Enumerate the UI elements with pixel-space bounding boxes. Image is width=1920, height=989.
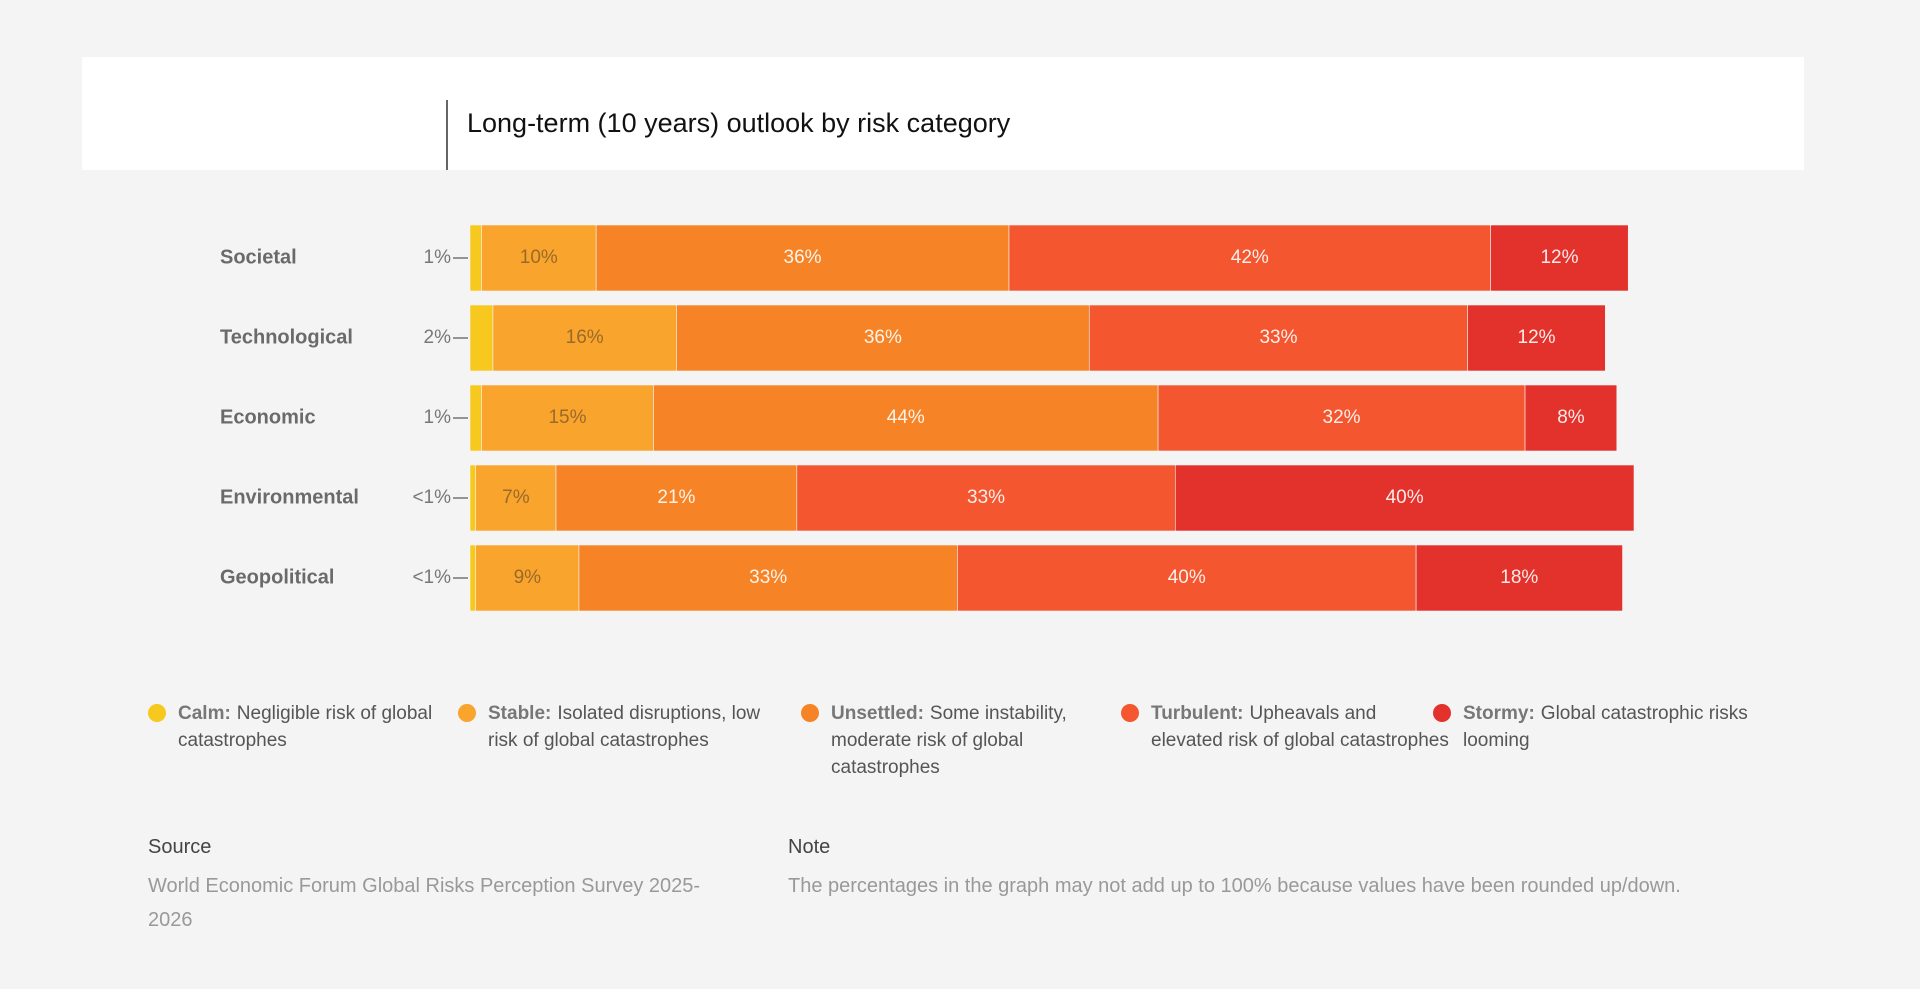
category-label: Geopolitical (220, 566, 334, 588)
category-label: Technological (220, 326, 353, 348)
legend-name: Stormy: (1463, 703, 1535, 724)
bar-segment (1467, 304, 1606, 372)
legend-swatch (458, 704, 476, 722)
bar-segment (481, 224, 597, 292)
bar-segment (578, 544, 958, 612)
legend-name: Stable: (488, 703, 552, 724)
header-band (82, 57, 1804, 170)
bar-segment (555, 464, 798, 532)
bar-segment (469, 464, 477, 532)
value-label: 10% (520, 247, 558, 268)
bar-segment (653, 384, 1159, 452)
bar-segment (1415, 544, 1623, 612)
value-label: 44% (887, 407, 925, 428)
value-label: 33% (1259, 327, 1297, 348)
bar-segment (492, 304, 677, 372)
value-label: 8% (1557, 407, 1585, 428)
bar-segment (1490, 224, 1629, 292)
value-label: 42% (1231, 247, 1269, 268)
bar-segment (469, 384, 482, 452)
value-label: 18% (1500, 567, 1538, 588)
value-label: 1% (424, 407, 452, 428)
value-label: 32% (1323, 407, 1361, 428)
value-label: 12% (1518, 327, 1556, 348)
bar-segment (1174, 464, 1635, 532)
bar-segment (957, 544, 1417, 612)
note-text: The percentages in the graph may not add… (788, 875, 1681, 897)
value-label: 36% (784, 247, 822, 268)
legend-name: Unsettled: (831, 703, 924, 724)
legend-item: Stormy: Global catastrophic risks looming (1433, 700, 1763, 754)
legend-item: Turbulent: Upheavals and elevated risk of… (1121, 700, 1451, 754)
legend-swatch (801, 704, 819, 722)
legend-description: Upheavals and elevated risk of global ca… (1151, 703, 1449, 751)
legend-description: Negligible risk of global catastrophes (178, 703, 433, 751)
source: Source World Economic Forum Global Risks… (148, 836, 708, 937)
bar-segment (1008, 224, 1491, 292)
value-label: 33% (749, 567, 787, 588)
chart-title: Long-term (10 years) outlook by risk cat… (467, 108, 1011, 138)
bar-segment (469, 544, 477, 612)
legend-description: Some instability, moderate risk of globa… (831, 703, 1067, 778)
category-label: Environmental (220, 486, 359, 508)
legend-name: Turbulent: (1151, 703, 1244, 724)
legend-item: Unsettled: Some instability, moderate ris… (801, 700, 1131, 781)
category-label: Societal (220, 246, 297, 268)
bar-segment (469, 304, 494, 372)
legend-swatch (148, 704, 166, 722)
legend-item: Calm: Negligible risk of global catastrop… (148, 700, 478, 754)
bar-segment (469, 224, 482, 292)
value-label: 9% (514, 567, 542, 588)
bar-segment (595, 224, 1010, 292)
bar-segment (676, 304, 1090, 372)
legend-description: Isolated disruptions, low risk of global… (488, 703, 761, 751)
value-label: 40% (1386, 487, 1424, 508)
bar-segment (1157, 384, 1526, 452)
value-label: 7% (502, 487, 530, 508)
source-text: World Economic Forum Global Risks Percep… (148, 875, 701, 931)
note-heading: Note (788, 836, 831, 858)
legend-item: Stable: Isolated disruptions, low risk of… (458, 700, 788, 754)
value-label: 15% (548, 407, 586, 428)
bar-segment (1088, 304, 1469, 372)
note: Note The percentages in the graph may no… (788, 836, 1788, 903)
value-label: 12% (1540, 247, 1578, 268)
source-heading: Source (148, 836, 212, 858)
value-label: 1% (424, 247, 452, 268)
category-label: Economic (220, 406, 316, 428)
bar-segment (1524, 384, 1618, 452)
legend-swatch (1433, 704, 1451, 722)
legend-description: Global catastrophic risks looming (1463, 703, 1748, 751)
value-label: <1% (412, 567, 451, 588)
value-label: 2% (424, 327, 452, 348)
bar-segment (475, 464, 557, 532)
value-label: 16% (566, 327, 604, 348)
value-label: 36% (864, 327, 902, 348)
bar-segment (796, 464, 1176, 532)
value-label: 33% (967, 487, 1005, 508)
bar-segment (481, 384, 654, 452)
value-label: 40% (1168, 567, 1206, 588)
value-label: <1% (412, 487, 451, 508)
legend-name: Calm: (178, 703, 231, 724)
value-label: 21% (657, 487, 695, 508)
legend-swatch (1121, 704, 1139, 722)
